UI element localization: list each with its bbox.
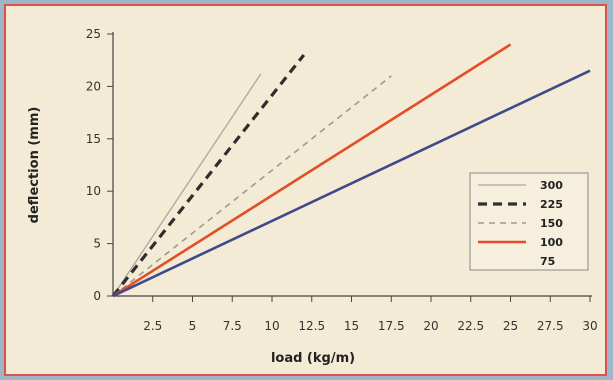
series-line-75 (112, 69, 591, 298)
series-line-100 (112, 43, 512, 298)
y-tick-label: 25 (86, 27, 101, 41)
x-tick-label: 27.5 (537, 319, 564, 333)
axes: 0 5 10 15 20 25 2.5 5 7.5 10 12.5 15 17.5 20 22.5 25 27.… (86, 27, 598, 333)
series-line-150 (112, 75, 392, 297)
x-tick-label: 5 (189, 319, 197, 333)
x-tick-label: 25 (503, 319, 518, 333)
x-tick-label: 2.5 (143, 319, 162, 333)
y-tick-label: 10 (86, 184, 101, 198)
x-tick-label: 7.5 (223, 319, 242, 333)
x-tick-label: 30 (582, 319, 597, 333)
y-tick-label: 20 (86, 79, 101, 93)
x-axis-title: load (kg/m) (271, 351, 355, 366)
y-tick-label: 0 (93, 289, 101, 303)
legend-label-100: 100 (540, 236, 563, 249)
y-tick-label: 15 (86, 132, 101, 146)
series-line-225 (111, 54, 306, 297)
x-tick-label: 15 (344, 319, 359, 333)
legend-label-225: 225 (540, 198, 563, 211)
x-tick-label: 12.5 (298, 319, 325, 333)
legend-label-75: 75 (540, 255, 555, 268)
x-tick-label: 22.5 (457, 319, 484, 333)
series-layer (111, 43, 591, 298)
x-tick-label: 17.5 (378, 319, 405, 333)
legend-label-300: 300 (540, 179, 563, 192)
legend-box (469, 172, 589, 271)
y-tick-label: 5 (93, 237, 101, 251)
x-tick-label: 10 (264, 319, 279, 333)
x-tick-label: 20 (423, 319, 438, 333)
series-line-300 (112, 73, 262, 297)
legend: 300 225 150 100 75 (469, 172, 589, 271)
legend-label-150: 150 (540, 217, 563, 230)
y-axis-title: deflection (mm) (27, 107, 42, 224)
